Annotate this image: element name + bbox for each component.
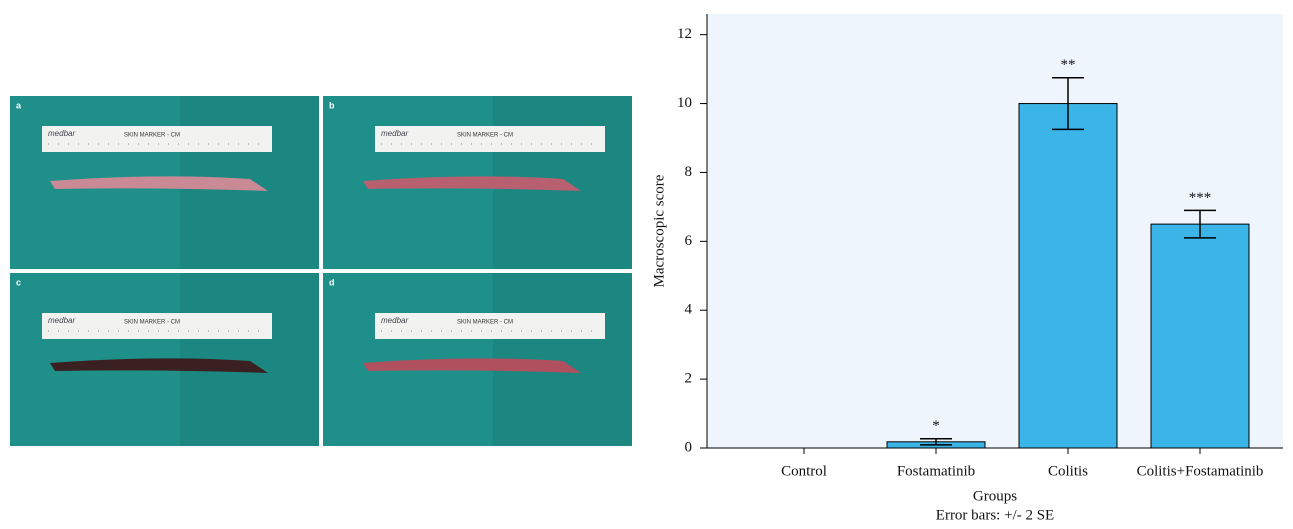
- ruler-brand: medbar: [48, 129, 75, 138]
- ruler: [42, 313, 272, 339]
- tissue: [50, 358, 268, 373]
- tissue: [363, 358, 581, 373]
- panel-label: a: [16, 100, 22, 110]
- bar: [1018, 103, 1118, 449]
- ruler: [375, 313, 605, 339]
- bar: [1150, 223, 1250, 449]
- y-tick-label: 2: [685, 371, 693, 387]
- ruler-brand: medbar: [381, 129, 408, 138]
- x-tick-label: Fostamatinib: [897, 463, 975, 479]
- y-tick-label: 6: [685, 233, 693, 249]
- ruler: [375, 126, 605, 152]
- panel-label: b: [329, 100, 335, 110]
- panel-label: c: [16, 277, 21, 287]
- ruler: [42, 126, 272, 152]
- ruler-text: SKIN MARKER - CM: [124, 133, 180, 139]
- panel-label: d: [329, 277, 335, 287]
- error-bar: [920, 437, 952, 446]
- x-tick-label: Colitis: [1048, 463, 1088, 479]
- ruler-text: SKIN MARKER - CM: [457, 320, 513, 326]
- photo-panels: a medbar SKIN MARKER - CM b medbar SKIN MARKE…: [10, 96, 632, 446]
- x-tick-label: Control: [781, 463, 827, 479]
- y-axis-label: Macroscopic score: [651, 174, 667, 287]
- error-bar: [1052, 76, 1084, 131]
- tissue: [363, 176, 581, 191]
- ruler-text: SKIN MARKER - CM: [124, 320, 180, 326]
- ruler-brand: medbar: [381, 316, 408, 325]
- y-tick-label: 12: [677, 26, 692, 42]
- x-axis-label: Groups: [973, 488, 1017, 504]
- note: Error bars: +/- 2 SE: [936, 507, 1054, 523]
- x-tick-label: Colitis+Fostamatinib: [1137, 463, 1264, 479]
- ruler-brand: medbar: [48, 316, 75, 325]
- significance-label: *: [932, 418, 940, 434]
- significance-label: **: [1061, 57, 1076, 73]
- significance-label: ***: [1189, 190, 1212, 206]
- y-tick-label: 0: [685, 439, 693, 455]
- y-tick-label: 10: [677, 95, 692, 111]
- y-tick-label: 4: [685, 302, 693, 318]
- y-tick-label: 8: [685, 164, 693, 180]
- error-bar: [1184, 209, 1216, 239]
- ruler-text: SKIN MARKER - CM: [457, 133, 513, 139]
- tissue: [50, 176, 268, 191]
